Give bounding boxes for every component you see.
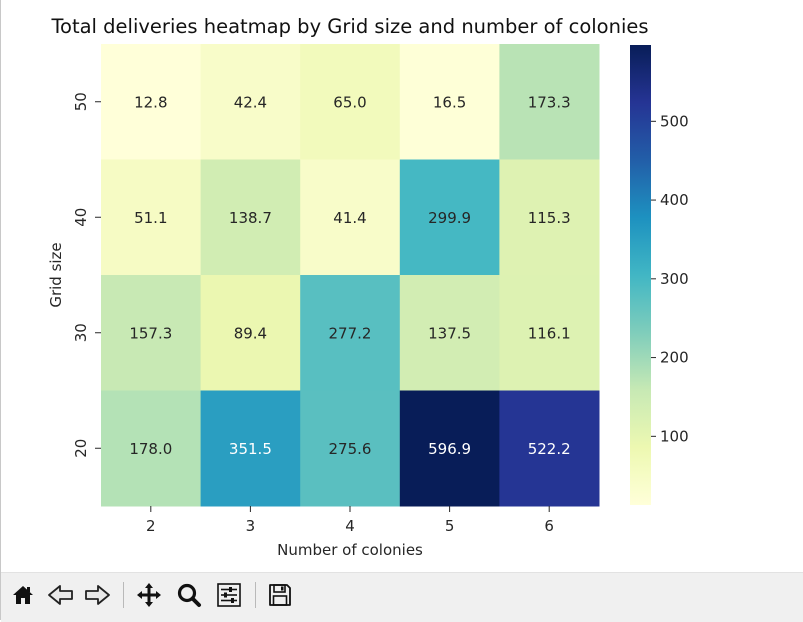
cell-value-label: 12.8: [134, 93, 167, 111]
heatmap-cell: [101, 44, 202, 160]
heatmap-cell: [499, 159, 600, 276]
cell-value-label: 277.2: [329, 324, 372, 342]
heatmap-cell: [399, 275, 500, 391]
heatmap-chart: Total deliveries heatmap by Grid size an…: [47, 15, 689, 559]
toolbar-separator: [255, 582, 256, 608]
heatmap-cells: 12.8 42.4 65.0 16.5 173.3 51.1 138.7 41.4 299.9 1…: [101, 44, 600, 507]
cell-value-label: 178.0: [129, 440, 172, 458]
back-button[interactable]: [47, 581, 75, 609]
heatmap-cell: [399, 44, 500, 160]
home-icon: [13, 586, 33, 604]
configure-subplots-button[interactable]: [215, 581, 243, 609]
cell-value-label: 41.4: [333, 209, 366, 227]
y-axis: 50 40 30 20: [72, 92, 101, 458]
cell-value-label: 173.3: [528, 93, 571, 111]
y-tick-label: 20: [72, 439, 90, 458]
magnifier-icon: [177, 583, 201, 607]
pan-button[interactable]: [135, 581, 163, 609]
heatmap-cell: [200, 44, 301, 160]
home-button[interactable]: [9, 581, 37, 609]
heatmap-cell: [101, 390, 202, 507]
cell-value-label: 275.6: [329, 440, 372, 458]
cell-value-label: 42.4: [234, 93, 267, 111]
colorbar-tick-label: 200: [660, 349, 689, 367]
colorbar-tick-label: 300: [660, 270, 689, 288]
heatmap-cell: [499, 390, 600, 507]
colorbar-ticks: 100 200 300 400 500: [651, 112, 689, 445]
cell-value-label: 596.9: [428, 440, 471, 458]
cell-value-label: 138.7: [229, 209, 272, 227]
heatmap-cell: [300, 159, 401, 276]
arrow-right-icon: [85, 585, 110, 605]
heatmap-cell: [300, 275, 401, 391]
heatmap-cell: [101, 159, 202, 276]
colorbar-tick-label: 500: [660, 112, 689, 130]
heatmap-cell: [200, 275, 301, 391]
figure-canvas: Total deliveries heatmap by Grid size an…: [1, 0, 803, 572]
zoom-button[interactable]: [175, 581, 203, 609]
colorbar-tick-label: 400: [660, 191, 689, 209]
heatmap-cell: [300, 44, 401, 160]
y-tick-label: 30: [72, 323, 90, 342]
colorbar: [630, 45, 651, 505]
x-tick-label: 4: [345, 517, 355, 535]
x-axis: 2 3 4 5 6: [146, 506, 554, 535]
cell-value-label: 51.1: [134, 209, 167, 227]
cell-value-label: 116.1: [528, 324, 571, 342]
heatmap-cell: [399, 390, 500, 507]
colorbar-tick-label: 100: [660, 427, 689, 445]
move-icon: [137, 583, 161, 607]
cell-value-label: 351.5: [229, 440, 272, 458]
save-button[interactable]: [266, 581, 294, 609]
x-axis-label: Number of colonies: [277, 541, 423, 559]
y-tick-label: 50: [72, 92, 90, 111]
cell-value-label: 65.0: [333, 93, 366, 111]
heatmap-cell: [499, 275, 600, 391]
sliders-icon: [217, 583, 241, 607]
heatmap-cell: [200, 390, 301, 507]
x-tick-label: 3: [246, 517, 256, 535]
heatmap-cell: [499, 44, 600, 160]
forward-button[interactable]: [83, 581, 111, 609]
arrow-left-icon: [48, 585, 73, 605]
cell-value-label: 299.9: [428, 209, 471, 227]
cell-value-label: 115.3: [528, 209, 571, 227]
cell-value-label: 522.2: [528, 440, 571, 458]
cell-value-label: 16.5: [433, 93, 466, 111]
chart-title: Total deliveries heatmap by Grid size an…: [50, 15, 648, 38]
cell-value-label: 89.4: [234, 324, 267, 342]
heatmap-cell: [101, 275, 202, 391]
toolbar-separator: [123, 582, 124, 608]
cell-value-label: 157.3: [129, 324, 172, 342]
heatmap-cell: [399, 159, 500, 276]
x-tick-label: 2: [146, 517, 156, 535]
x-tick-label: 5: [445, 517, 455, 535]
y-tick-label: 40: [72, 208, 90, 227]
heatmap-cell: [300, 390, 401, 507]
y-axis-label: Grid size: [47, 242, 65, 307]
floppy-disk-icon: [269, 584, 291, 606]
cell-value-label: 137.5: [428, 324, 471, 342]
heatmap-cell: [200, 159, 301, 276]
navigation-toolbar: [1, 572, 803, 622]
x-tick-label: 6: [544, 517, 554, 535]
